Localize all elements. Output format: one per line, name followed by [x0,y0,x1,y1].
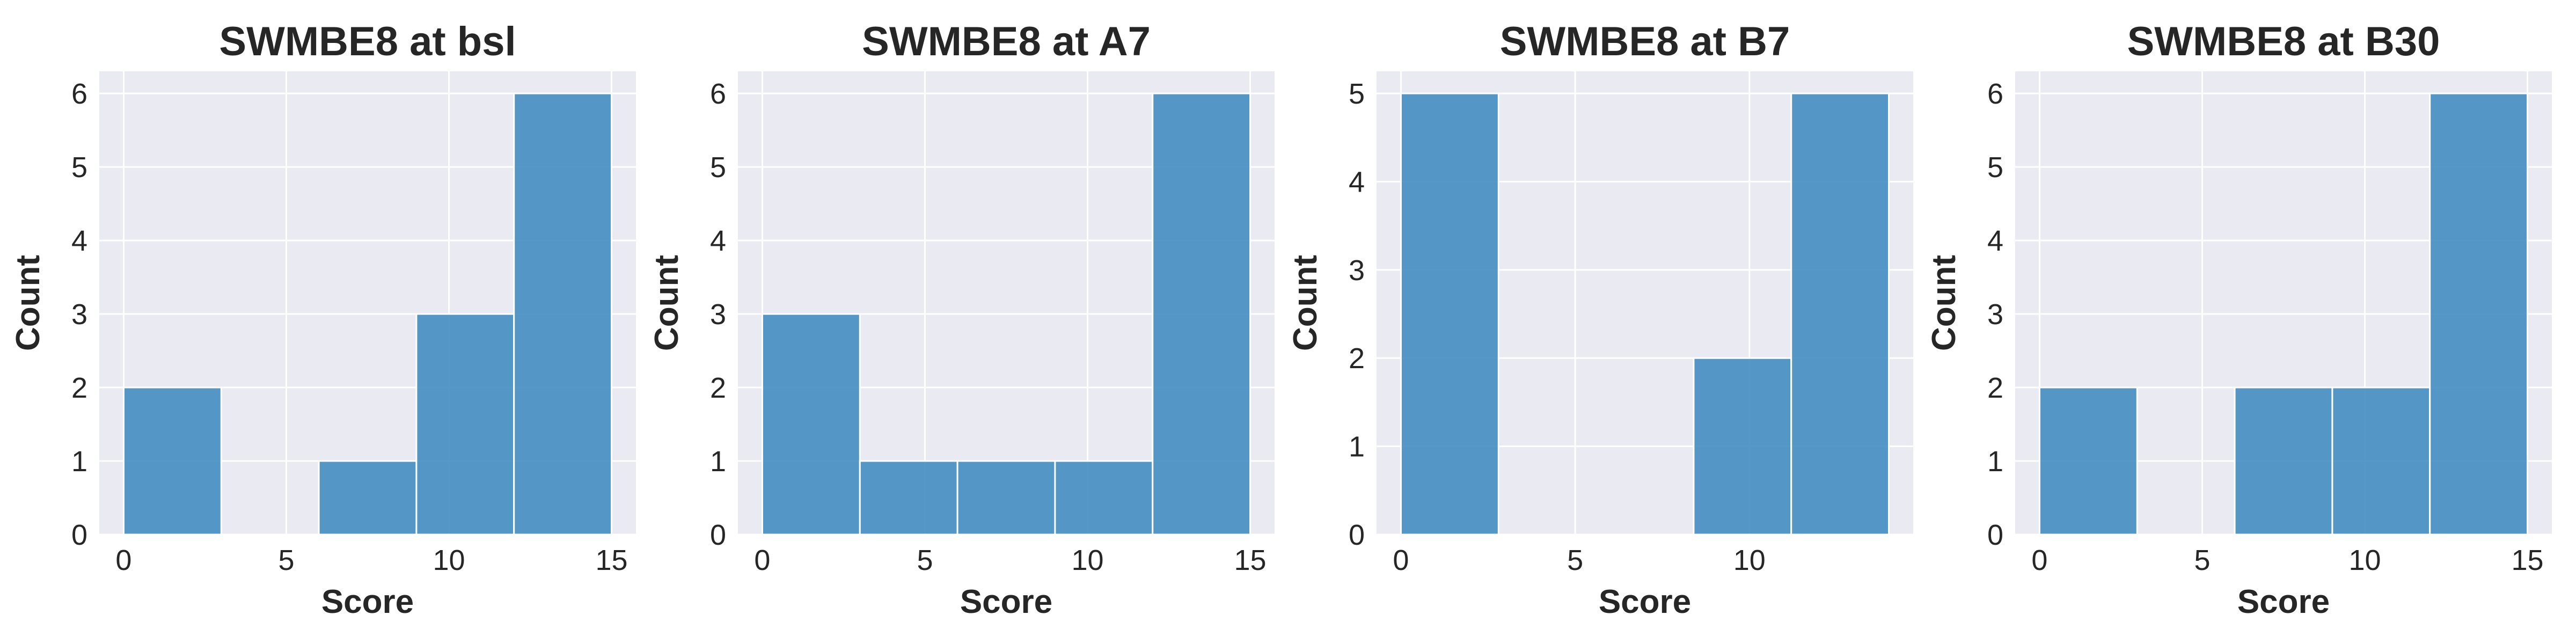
y-tick-label: 0 [710,519,726,551]
y-tick-label: 1 [1987,445,2003,478]
x-tick-label: 0 [1393,544,1409,576]
x-tick-label: 10 [1071,544,1103,576]
x-tick-label: 10 [433,544,465,576]
panel-title: SWMBE8 at A7 [862,19,1151,64]
y-tick-label: 0 [1987,519,2003,551]
y-tick-label: 2 [1987,372,2003,404]
y-tick-label: 4 [1349,166,1365,198]
y-axis-label: Count [1926,255,1963,351]
x-tick-label: 5 [917,544,933,576]
y-tick-label: 2 [71,372,87,404]
y-axis-label: Count [1287,255,1324,351]
x-tick-label: 0 [2031,544,2047,576]
histogram-panel-1: 0 1 2 3 4 5 6 0 5 10 15 SWMBE8 at bsl Score Count [10,19,636,620]
x-axis-label: Score [2237,583,2330,620]
y-tick-label: 3 [1987,298,2003,331]
y-tick-label: 2 [710,372,726,404]
x-tick-label: 15 [2512,544,2544,576]
x-axis-label: Score [1599,583,1691,620]
histogram-panel-2: 0 1 2 3 4 5 6 0 5 10 15 SWMBE8 at A7 Score Count [648,19,1275,620]
x-tick-label: 0 [115,544,131,576]
histogram-bar [415,313,515,536]
x-tick-label: 15 [1234,544,1267,576]
histogram-bar [761,313,861,536]
y-tick-label: 1 [1349,431,1365,463]
x-tick-label: 0 [754,544,770,576]
y-tick-label: 0 [1349,519,1365,551]
x-tick-label: 5 [278,544,294,576]
y-axis-label: Count [10,255,47,351]
histogram-bar [2429,92,2529,536]
y-tick-label: 1 [71,445,87,478]
x-axis-label: Score [321,583,414,620]
y-tick-label: 4 [71,225,87,257]
x-tick-label: 10 [1733,544,1766,576]
y-tick-label: 4 [1987,225,2003,257]
histogram-bar [2234,386,2333,536]
histogram-bar [1152,92,1252,536]
y-tick-label: 5 [710,151,726,184]
histogram-bar [859,460,958,536]
x-tick-label: 15 [596,544,628,576]
histogram-bar [1693,357,1792,536]
y-tick-label: 0 [71,519,87,551]
y-tick-label: 5 [1987,151,2003,184]
histogram-bar [2038,386,2138,536]
histogram-panel-3: 0 1 2 3 4 5 0 5 10 SWMBE8 at B7 Score Count [1287,19,1913,620]
histogram-panel-4: 0 1 2 3 4 5 6 0 5 10 15 SWMBE8 at B30 Score Count [1926,19,2552,620]
y-tick-label: 4 [710,225,726,257]
y-tick-label: 6 [71,78,87,110]
histogram-bar [2331,386,2431,536]
y-axis-label: Count [648,255,685,351]
panel-title: SWMBE8 at bsl [219,19,516,64]
y-tick-label: 2 [1349,342,1365,375]
panel-title: SWMBE8 at B30 [2127,19,2440,64]
y-tick-label: 3 [710,298,726,331]
y-tick-label: 6 [1987,78,2003,110]
x-tick-label: 5 [1567,544,1583,576]
y-tick-label: 1 [710,445,726,478]
histogram-bar [513,92,613,536]
y-tick-label: 3 [1349,254,1365,287]
x-tick-label: 10 [2348,544,2381,576]
x-axis-label: Score [960,583,1052,620]
x-tick-label: 5 [2194,544,2210,576]
histogram-bar [1054,460,1154,536]
y-tick-label: 6 [710,78,726,110]
y-tick-label: 3 [71,298,87,331]
histogram-bar [1400,92,1499,536]
histogram-bar [122,386,222,536]
histogram-bar [318,460,418,536]
y-tick-label: 5 [1349,78,1365,110]
panel-title: SWMBE8 at B7 [1500,19,1790,64]
histogram-bar [956,460,1056,536]
y-tick-label: 5 [71,151,87,184]
histogram-bar [1790,92,1890,536]
